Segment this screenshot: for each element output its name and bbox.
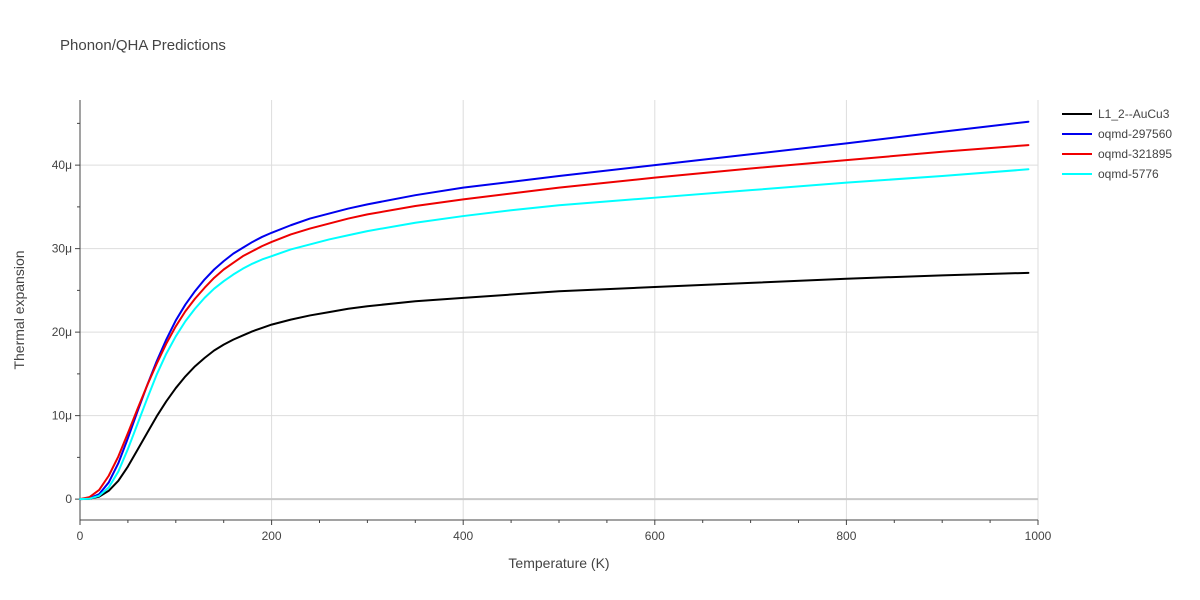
y-axis-title: Thermal expansion bbox=[11, 250, 27, 369]
plot-area[interactable] bbox=[79, 120, 1030, 501]
x-tick-label: 600 bbox=[645, 529, 665, 543]
y-tick-label: 20μ bbox=[52, 325, 72, 339]
x-tick-label: 200 bbox=[262, 529, 282, 543]
y-tick-label: 40μ bbox=[52, 158, 72, 172]
series-line-oqmd-297560 bbox=[79, 120, 1030, 501]
x-tick-label: 400 bbox=[453, 529, 473, 543]
legend: L1_2--AuCu3 oqmd-297560 oqmd-321895 oqmd-57… bbox=[1062, 107, 1172, 181]
y-tick-label: 10μ bbox=[52, 409, 72, 423]
axes: 0 200 400 600 800 1000 0 10μ 20μ 30μ 40μ bbox=[52, 100, 1052, 543]
grid bbox=[80, 100, 1039, 520]
series-line-oqmd-5776 bbox=[79, 168, 1030, 501]
y-tick-label: 30μ bbox=[52, 242, 72, 256]
x-tick-label: 1000 bbox=[1025, 529, 1052, 543]
x-tick-label: 0 bbox=[77, 529, 84, 543]
chart-title: Phonon/QHA Predictions bbox=[60, 37, 226, 54]
series-line-oqmd-321895 bbox=[79, 144, 1030, 501]
x-axis-title: Temperature (K) bbox=[508, 555, 609, 571]
legend-label: oqmd-321895 bbox=[1098, 147, 1172, 161]
legend-label: oqmd-297560 bbox=[1098, 127, 1172, 141]
x-tick-label: 800 bbox=[836, 529, 856, 543]
legend-label: L1_2--AuCu3 bbox=[1098, 107, 1170, 121]
y-tick-label: 0 bbox=[65, 492, 72, 506]
series-line-L1_2--AuCu3 bbox=[79, 271, 1030, 501]
legend-label: oqmd-5776 bbox=[1098, 167, 1159, 181]
